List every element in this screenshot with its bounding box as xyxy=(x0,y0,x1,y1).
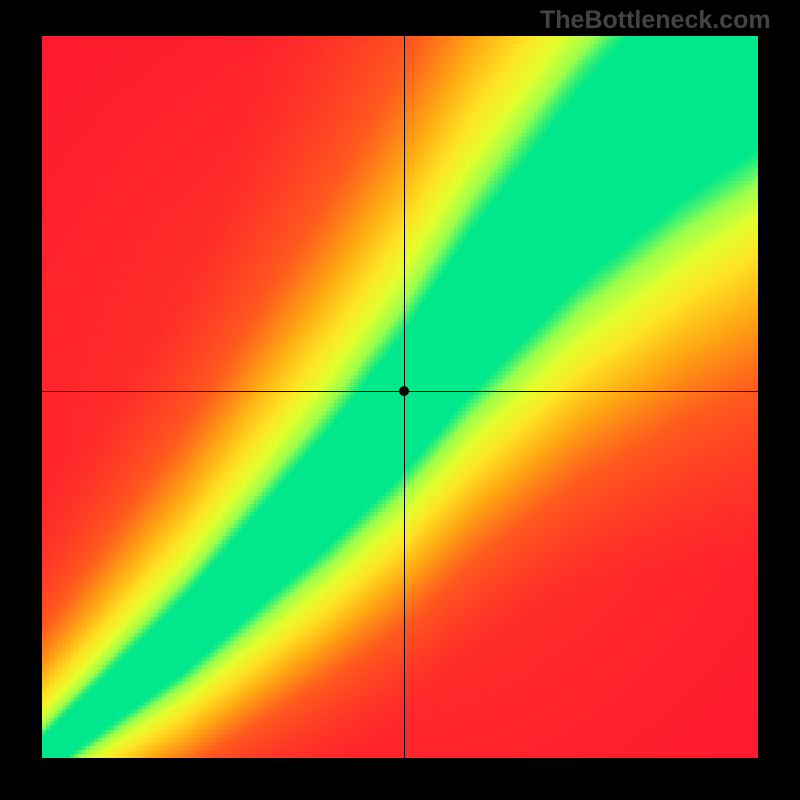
crosshair-vertical xyxy=(404,36,405,758)
crosshair-marker[interactable] xyxy=(399,386,409,396)
watermark-text: TheBottleneck.com xyxy=(540,6,771,35)
chart-frame: TheBottleneck.com xyxy=(0,0,800,800)
heatmap-canvas xyxy=(42,36,758,758)
